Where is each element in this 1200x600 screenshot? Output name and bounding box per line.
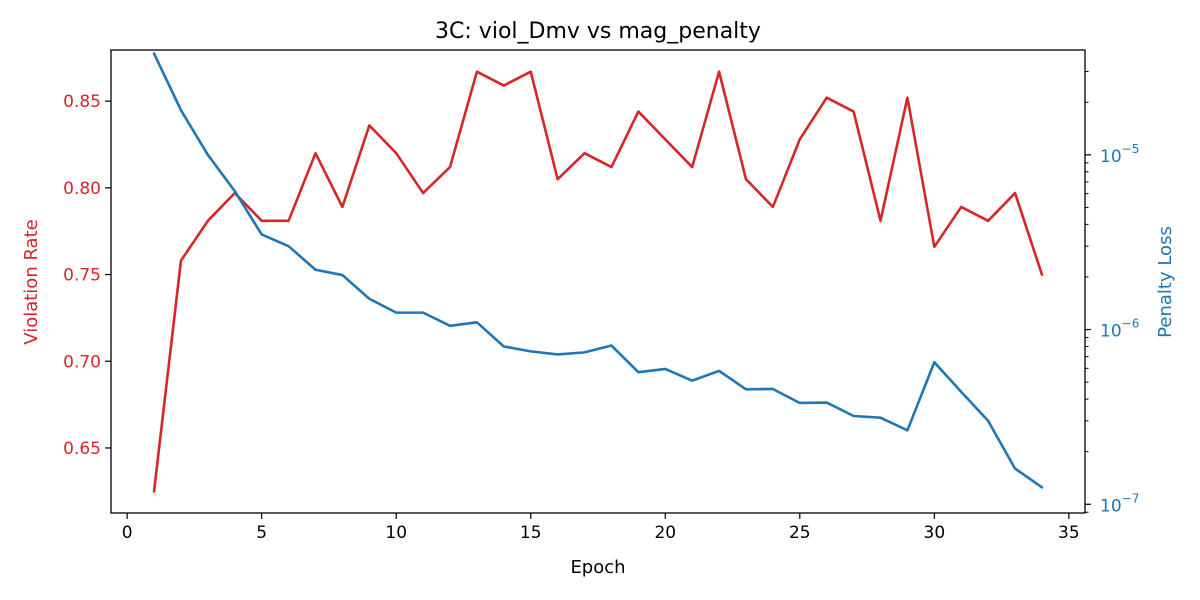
y-right-tick-label: 10−5 — [1100, 142, 1139, 167]
x-tick-label: 0 — [122, 523, 133, 543]
y-left-tick-label: 0.70 — [63, 352, 101, 372]
y-left-axis: 0.65 0.70 0.75 0.80 0.85 — [63, 92, 111, 459]
x-tick-label: 10 — [385, 523, 407, 543]
y-right-axis: 10−7 10−6 10−5 — [1085, 70, 1139, 516]
y-left-tick-label: 0.80 — [63, 179, 101, 199]
x-tick-label: 5 — [256, 523, 267, 543]
series-line-violation-rate — [152, 70, 1044, 493]
y-left-tick-label: 0.85 — [63, 92, 101, 112]
y-left-tick-label: 0.75 — [63, 266, 101, 286]
y-right-tick-label: 10−7 — [1100, 491, 1139, 516]
y-left-axis-label: Violation Rate — [21, 219, 42, 344]
y-right-tick-label: 10−6 — [1100, 317, 1139, 342]
plot-frame — [110, 49, 1086, 514]
x-tick-label: 30 — [924, 523, 946, 543]
y-right-axis-label: Penalty Loss — [1155, 226, 1176, 338]
series-line-penalty-loss — [152, 52, 1044, 489]
chart-title: 3C: viol_Dmv vs mag_penalty — [435, 19, 761, 44]
y-left-tick-label: 0.65 — [63, 439, 101, 459]
x-tick-label: 25 — [789, 523, 811, 543]
plot-lines — [152, 52, 1044, 493]
x-tick-label: 20 — [654, 523, 676, 543]
x-tick-label: 35 — [1058, 523, 1080, 543]
x-tick-label: 15 — [520, 523, 542, 543]
x-axis-label: Epoch — [570, 557, 625, 578]
x-axis: 0 5 10 15 20 25 30 35 — [122, 513, 1080, 543]
